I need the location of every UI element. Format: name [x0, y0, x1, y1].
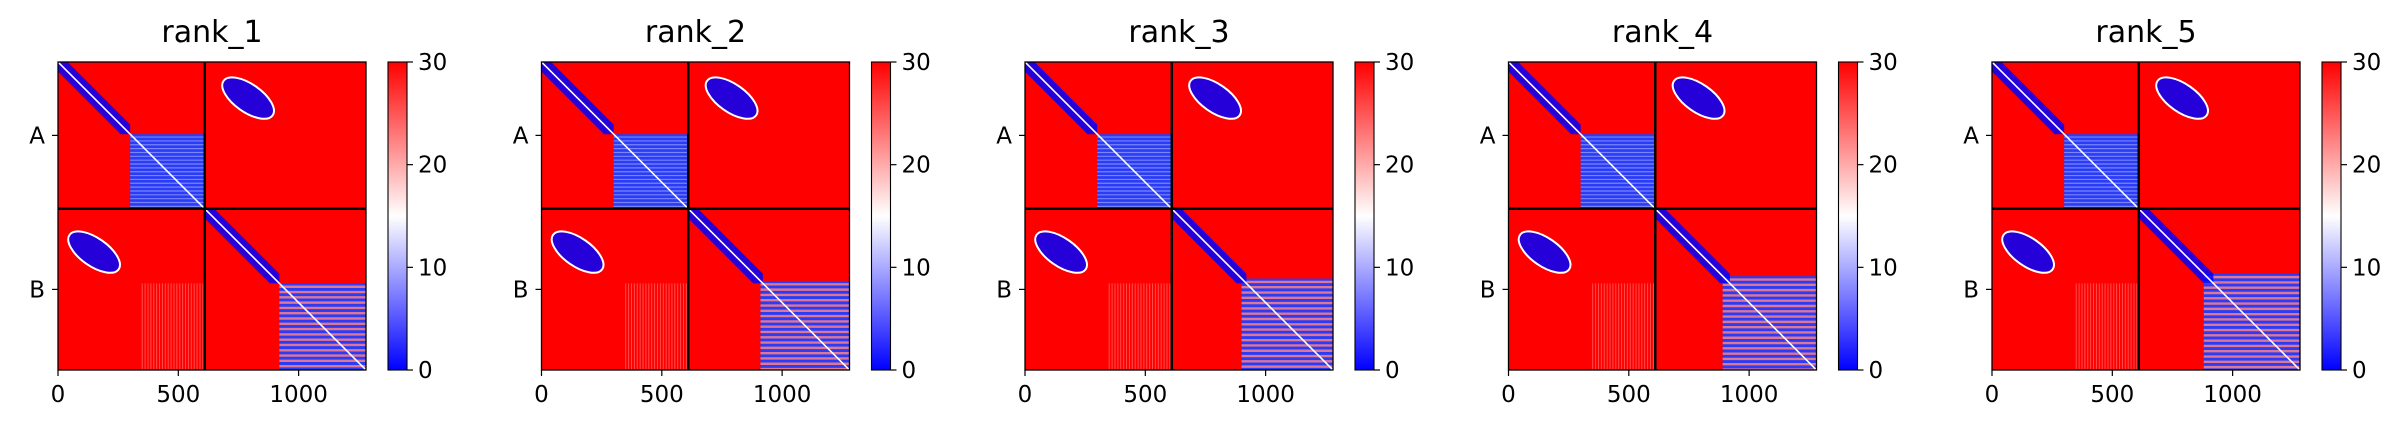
x-tick-label: 500	[2090, 382, 2134, 408]
x-tick-label: 500	[640, 382, 684, 408]
colorbar-tick-label: 20	[1385, 153, 1414, 179]
panel-rank_4: rank_4 0 500 1000 A B 0 10 20 30	[1480, 15, 1898, 408]
colorbar-tick-label: 30	[1869, 50, 1898, 76]
axes-frame	[57, 61, 367, 371]
y-tick-label: B	[513, 277, 529, 303]
colorbar	[2321, 61, 2342, 371]
colorbar	[1837, 61, 1859, 371]
axes-frame	[540, 61, 851, 371]
y-tick-label: A	[996, 123, 1012, 149]
y-tick-label: A	[1963, 123, 1979, 149]
x-tick-label: 1000	[269, 382, 328, 408]
panel-title: rank_4	[1612, 15, 1713, 50]
diagonal-line	[1025, 62, 1333, 370]
interface-blob	[1188, 76, 1242, 120]
x-tick-label: 500	[1123, 382, 1167, 408]
x-tick-label: 1000	[1720, 382, 1779, 408]
interface-blob	[67, 230, 121, 274]
y-tick-label: B	[996, 277, 1012, 303]
y-tick-label: A	[513, 123, 529, 149]
panel-title: rank_2	[645, 15, 746, 50]
x-tick-label: 500	[1607, 382, 1651, 408]
heatmap	[1025, 62, 1333, 370]
colorbar-tick-label: 20	[418, 153, 447, 179]
axes-frame	[1991, 61, 2301, 371]
colorbar-tick-label: 20	[2352, 153, 2381, 179]
x-tick-label: 0	[1018, 382, 1033, 408]
x-tick-label: 0	[51, 382, 66, 408]
y-tick-label: B	[29, 277, 45, 303]
y-tick-label: A	[1480, 123, 1496, 149]
x-tick-label: 0	[1501, 382, 1516, 408]
panel-title: rank_1	[161, 15, 262, 50]
y-tick-label: A	[29, 123, 45, 149]
interface-blob	[1034, 230, 1088, 274]
y-tick-label: B	[1963, 277, 1979, 303]
x-tick-label: 0	[534, 382, 549, 408]
colorbar-tick-label: 20	[902, 153, 931, 179]
interface-blob	[1671, 76, 1726, 120]
interface-blob	[704, 76, 759, 120]
x-tick-label: 500	[156, 382, 200, 408]
colorbar-tick-label: 20	[1869, 153, 1898, 179]
panel-rank_3: rank_3 0 500 1000 A B 0 10 20 30	[996, 15, 1414, 408]
panel-title: rank_5	[2095, 15, 2196, 50]
heatmap	[1992, 62, 2300, 370]
panel-rank_2: rank_2 0 500 1000 A B 0 10 20 30	[513, 15, 931, 408]
x-tick-label: 0	[1985, 382, 2000, 408]
colorbar-tick-label: 10	[1869, 255, 1898, 281]
axes-frame	[1507, 61, 1818, 371]
colorbar-tick-label: 30	[418, 50, 447, 76]
colorbar-tick-label: 10	[902, 255, 931, 281]
colorbar-tick-label: 0	[1869, 358, 1884, 384]
x-tick-label: 1000	[1236, 382, 1295, 408]
colorbar-tick-label: 0	[418, 358, 433, 384]
interface-blob	[2155, 76, 2209, 120]
x-tick-label: 1000	[753, 382, 812, 408]
colorbar-tick-label: 30	[2352, 50, 2381, 76]
colorbar-tick-label: 0	[1385, 358, 1400, 384]
diagonal-line	[1508, 62, 1817, 370]
interface-blob	[221, 76, 275, 120]
colorbar-tick-label: 10	[2352, 255, 2381, 281]
panel-rank_1: rank_1 0 500 1000 A B 0 10 20 30	[29, 15, 447, 408]
colorbar-tick-label: 0	[902, 358, 917, 384]
heatmap	[541, 62, 850, 370]
panel-rank_5: rank_5 0 500 1000 A B 0 10 20 30	[1963, 15, 2381, 408]
heatmap	[1508, 62, 1817, 370]
interface-blob	[2001, 230, 2055, 274]
diagonal-line	[541, 62, 850, 370]
x-tick-label: 1000	[2203, 382, 2262, 408]
diagonal-line	[1992, 62, 2300, 370]
colorbar-tick-label: 0	[2352, 358, 2367, 384]
panel-title: rank_3	[1128, 15, 1229, 50]
colorbar-tick-label: 30	[902, 50, 931, 76]
colorbar	[870, 61, 892, 371]
colorbar-tick-label: 10	[1385, 255, 1414, 281]
interface-blob	[550, 230, 605, 274]
colorbar-tick-label: 30	[1385, 50, 1414, 76]
colorbar	[387, 61, 408, 371]
interface-blob	[1517, 230, 1572, 274]
y-tick-label: B	[1480, 277, 1496, 303]
colorbar-tick-label: 10	[418, 255, 447, 281]
axes-frame	[1024, 61, 1334, 371]
diagonal-line	[58, 62, 366, 370]
heatmap	[58, 62, 366, 370]
colorbar	[1354, 61, 1375, 371]
